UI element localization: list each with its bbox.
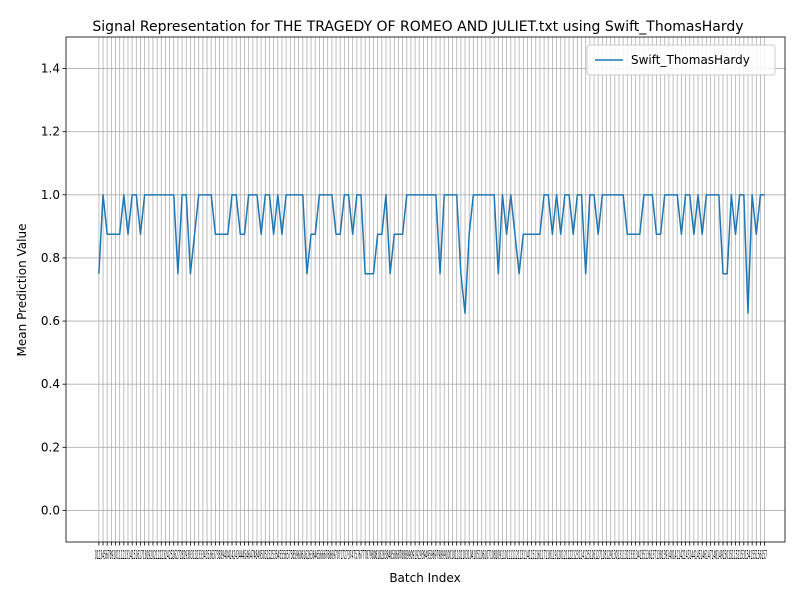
y-tick-label: 1.2 [41,125,60,139]
legend: Swift_ThomasHardy [586,44,776,76]
y-tick-label: 0.8 [41,251,60,265]
chart-title: Signal Representation for THE TRAGEDY OF… [92,19,743,35]
series-line [98,194,765,314]
y-tick-label: 0.2 [41,440,60,454]
y-tick-label: 0.4 [41,377,60,391]
y-tick-label: 0.0 [41,503,60,517]
y-tick-label: 1.0 [41,188,60,202]
x-tick-labels: 0123456789101112131415161718192021222324… [95,548,767,562]
y-tick-label: 0.6 [41,314,60,328]
grid [66,37,785,542]
plot-frame [65,36,786,543]
x-axis-label: Batch Index [389,571,460,585]
series-layer [98,194,765,314]
axes: 0.0 0.2 0.4 0.6 0.8 1.0 1.2 1.4 0123456789101112… [41,36,786,562]
legend-box [586,44,776,76]
y-tick-label: 1.4 [41,62,60,76]
legend-label: Swift_ThomasHardy [631,53,750,67]
y-axis-label: Mean Prediction Value [15,224,29,357]
